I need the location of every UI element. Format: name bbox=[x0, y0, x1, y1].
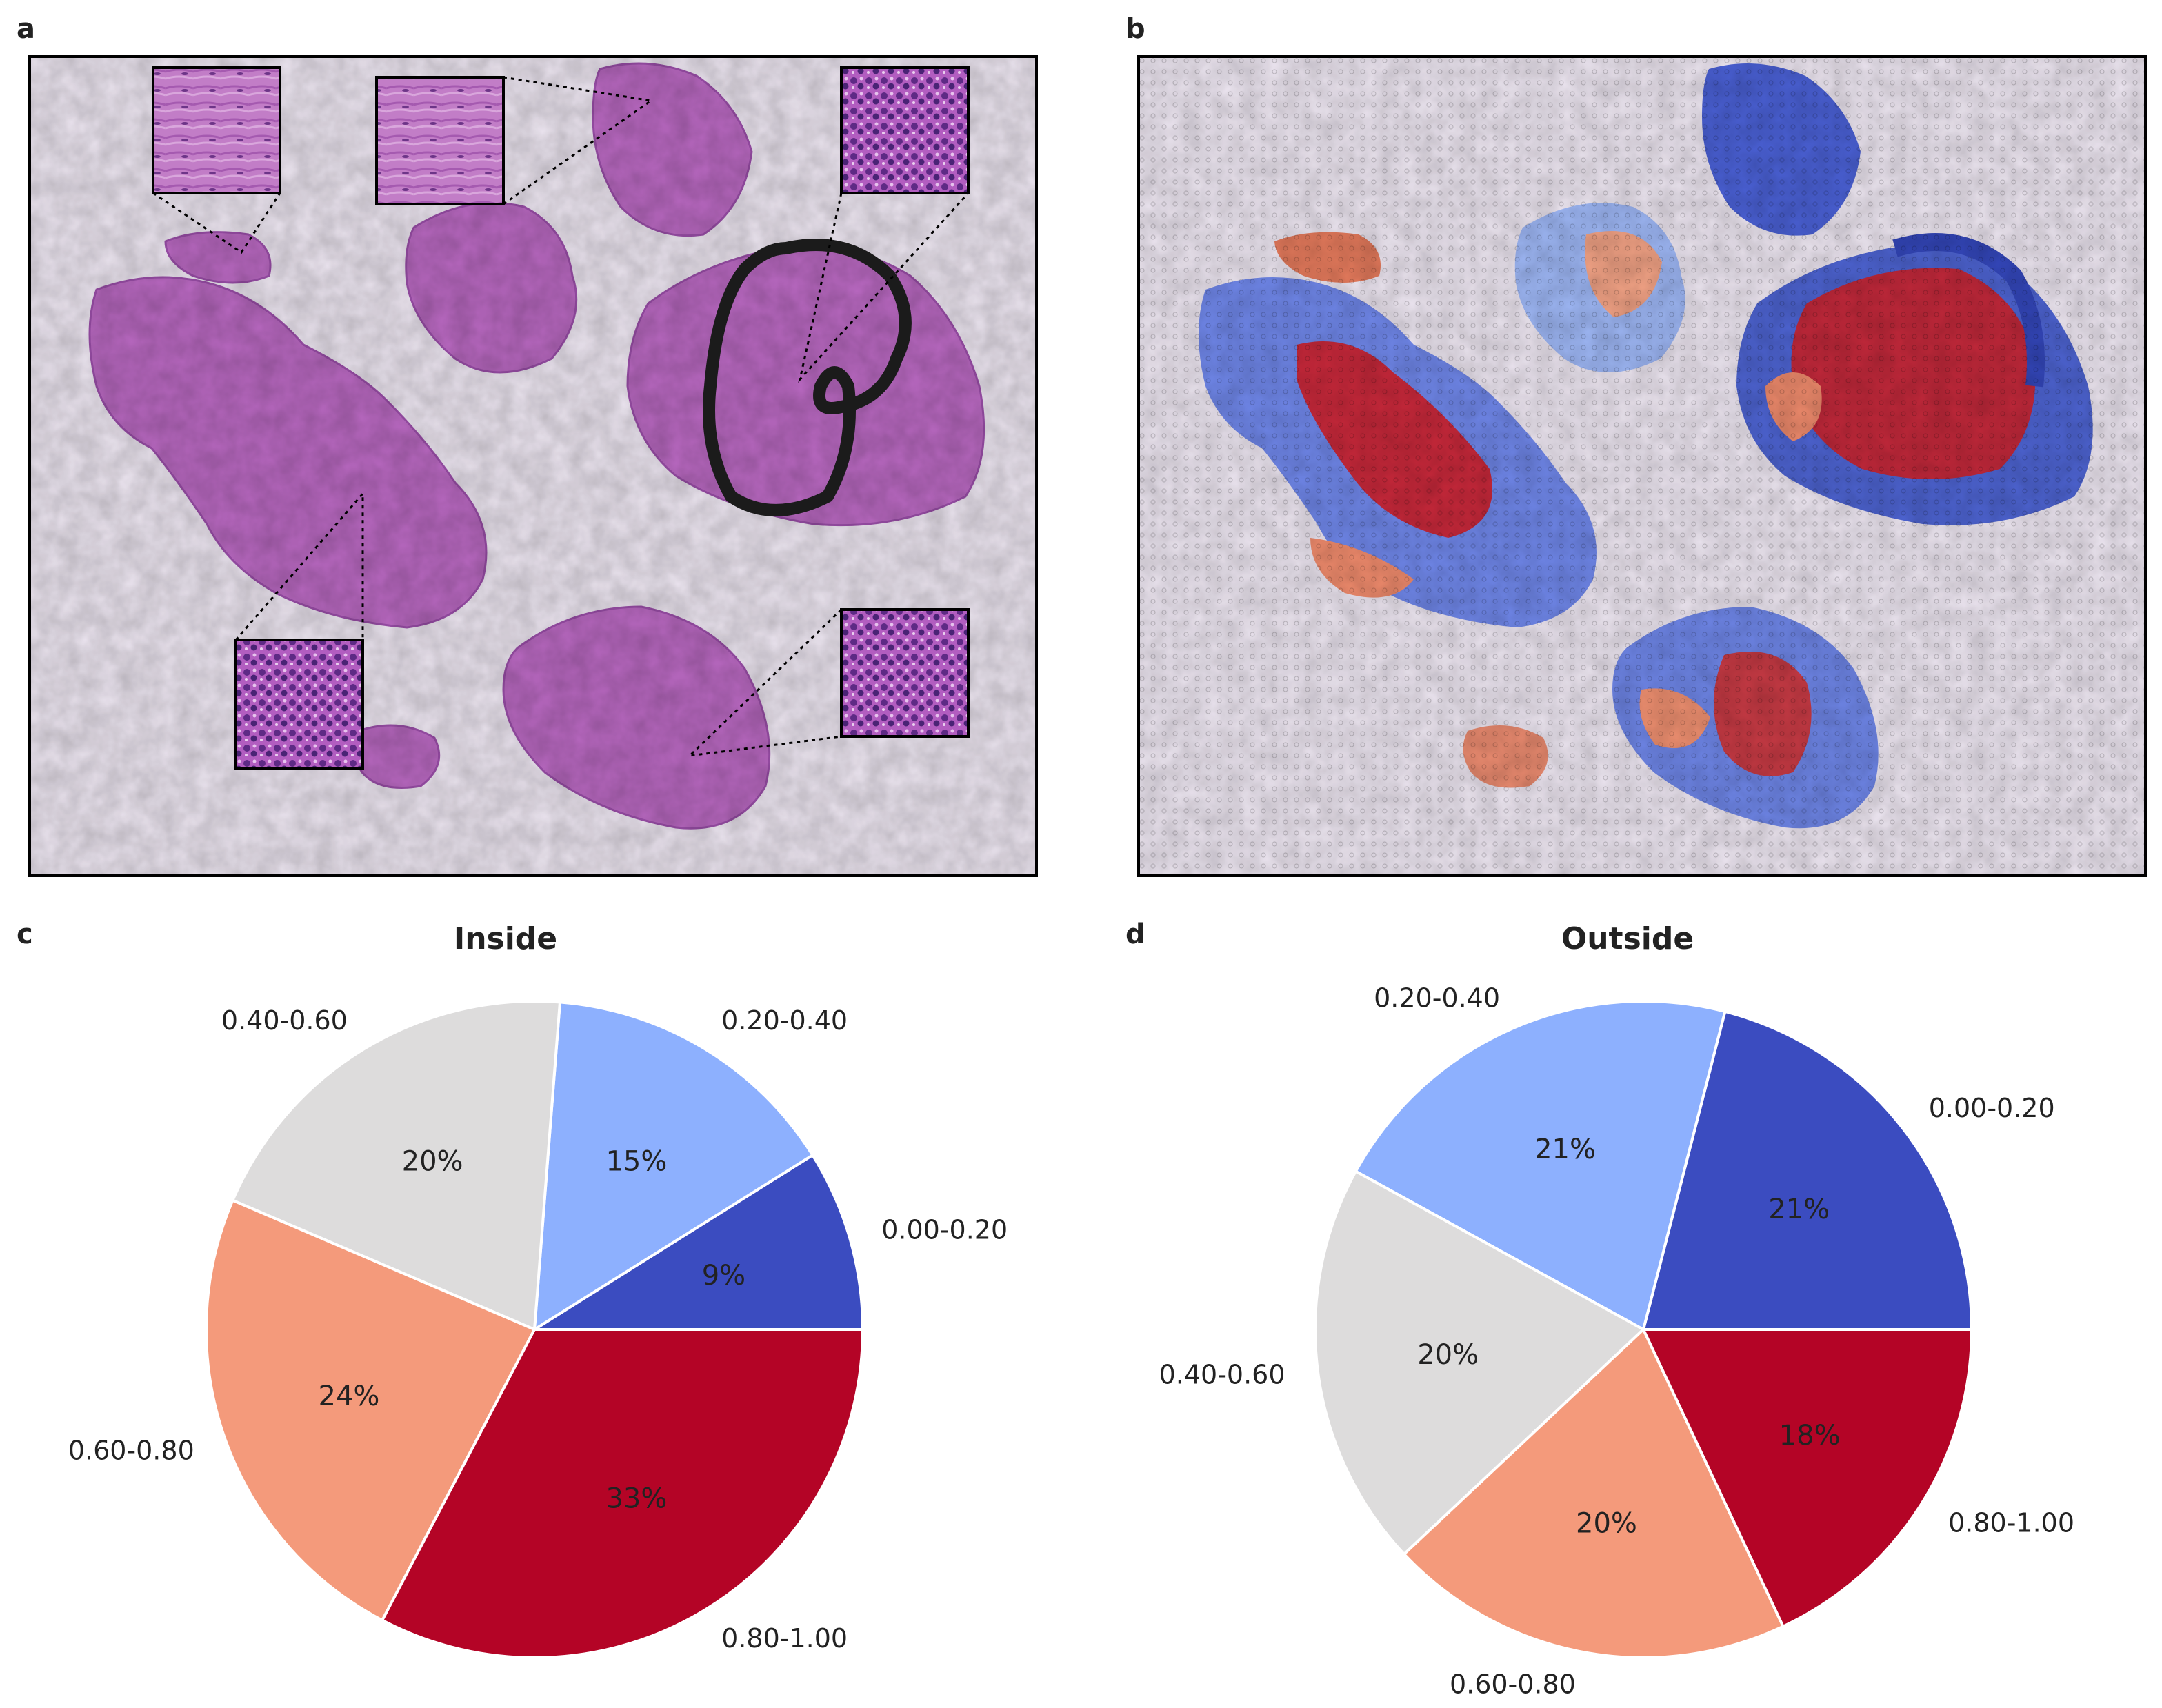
outside-percent-label: 20% bbox=[1576, 1508, 1637, 1540]
outside-slice-0.60-0.80 bbox=[1402, 1327, 1785, 1659]
inside-slice-0.20-0.40 bbox=[532, 1001, 815, 1332]
inside-percent-label: 24% bbox=[319, 1380, 380, 1412]
outside-category-label: 0.40-0.60 bbox=[1159, 1360, 1285, 1390]
inside-slice-0.00-0.20 bbox=[530, 1153, 865, 1331]
he-slide-image bbox=[30, 57, 1037, 876]
panel-b-frame bbox=[1137, 55, 2147, 877]
pie-title-outside: Outside bbox=[1561, 921, 1694, 956]
outside-category-label: 0.80-1.00 bbox=[1948, 1508, 2074, 1538]
zoom-inset-3 bbox=[840, 66, 970, 194]
inside-category-label: 0.60-0.80 bbox=[68, 1436, 194, 1466]
zoom-inset-4 bbox=[234, 639, 364, 770]
pie-title-inside: Inside bbox=[454, 921, 557, 956]
outside-percent-label: 21% bbox=[1768, 1194, 1830, 1225]
inside-percent-label: 33% bbox=[605, 1483, 667, 1514]
outside-slice-0.00-0.20 bbox=[1641, 1009, 1974, 1331]
panel-letter-d: d bbox=[1125, 918, 1145, 950]
outside-slice-0.40-0.60 bbox=[1314, 1169, 1646, 1556]
inside-slice-0.80-1.00 bbox=[380, 1328, 865, 1659]
panel-a-frame bbox=[28, 55, 1038, 877]
outside-slice-0.20-0.40 bbox=[1354, 1000, 1727, 1332]
inside-category-label: 0.80-1.00 bbox=[721, 1623, 848, 1654]
pie-chart-inside: Inside 9% 15% 20% 24% 33% 0.00-0.20 0.20-0.40… bbox=[68, 921, 1008, 1659]
outside-category-label: 0.60-0.80 bbox=[1450, 1669, 1576, 1699]
panel-letter-b: b bbox=[1125, 13, 1145, 45]
pen-ink-circle bbox=[703, 239, 912, 516]
panel-letter-a: a bbox=[17, 13, 35, 45]
outside-category-label: 0.20-0.40 bbox=[1374, 983, 1500, 1013]
inside-percent-label: 20% bbox=[402, 1146, 463, 1178]
heatmap-overlay-image bbox=[1139, 57, 2145, 876]
outside-percent-label: 21% bbox=[1534, 1134, 1596, 1165]
inside-slice-0.40-0.60 bbox=[230, 1000, 562, 1332]
outside-slice-0.80-1.00 bbox=[1641, 1328, 1974, 1629]
panel-letter-c: c bbox=[17, 918, 33, 950]
inside-category-label: 0.40-0.60 bbox=[221, 1005, 348, 1036]
zoom-inset-1 bbox=[152, 66, 281, 194]
inside-category-label: 0.00-0.20 bbox=[881, 1214, 1008, 1245]
outside-category-label: 0.00-0.20 bbox=[1929, 1093, 2055, 1123]
pie-chart-outside: Outside 21% 21% 20% 20% 18% 0.00-0.20 0.20-0.… bbox=[1159, 921, 2074, 1699]
zoom-inset-2 bbox=[375, 76, 505, 205]
outside-percent-label: 18% bbox=[1779, 1420, 1841, 1451]
zoom-line-4 bbox=[234, 490, 364, 641]
inside-percent-label: 15% bbox=[605, 1146, 667, 1178]
zoom-line-1 bbox=[152, 192, 281, 254]
zoom-inset-5 bbox=[840, 608, 970, 738]
inside-category-label: 0.20-0.40 bbox=[721, 1005, 848, 1036]
zoom-line-3 bbox=[798, 192, 970, 383]
inside-slice-0.60-0.80 bbox=[205, 1198, 537, 1622]
zoom-line-5 bbox=[686, 608, 843, 758]
inside-percent-label: 9% bbox=[702, 1260, 745, 1292]
outside-percent-label: 20% bbox=[1417, 1339, 1479, 1371]
